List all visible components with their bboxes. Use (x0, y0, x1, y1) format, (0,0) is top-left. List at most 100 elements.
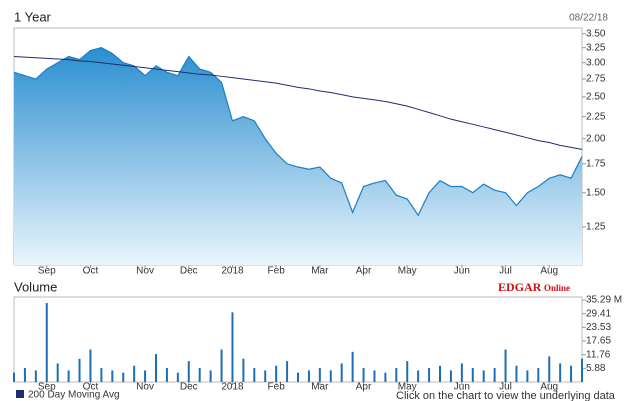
x-tick-label: Jul (499, 382, 512, 393)
y-tick-label: 3.25 (586, 42, 606, 53)
y-tick-label: 5.88 (586, 363, 606, 374)
chart-title: 1 Year (14, 9, 52, 24)
y-tick-label: 2.00 (586, 133, 606, 144)
y-tick-label: 23.53 (586, 322, 611, 333)
x-tick-label: Dec (180, 382, 198, 393)
volume-bar (449, 370, 452, 382)
volume-bar (67, 370, 70, 382)
volume-title: Volume (14, 279, 57, 294)
volume-bar (395, 368, 398, 382)
volume-bar (111, 370, 114, 382)
x-tick-label: Apr (356, 266, 372, 277)
x-tick-label: May (398, 382, 417, 393)
moving-average-line (13, 56, 583, 150)
volume-bar (471, 368, 474, 382)
volume-bar (45, 303, 48, 382)
volume-bar (286, 361, 289, 382)
volume-bar (362, 368, 365, 382)
volume-bar (176, 372, 179, 382)
x-tick-label: Sep (38, 266, 56, 277)
y-tick-label: 11.76 (586, 349, 611, 360)
volume-bar (78, 358, 81, 382)
volume-bar (144, 370, 147, 382)
volume-bar (373, 370, 376, 382)
volume-bar (264, 370, 267, 382)
legend-label: 200 Day Moving Avg (28, 390, 120, 401)
volume-bar (318, 368, 321, 382)
legend-swatch (16, 390, 24, 398)
volume-bar (428, 368, 431, 382)
volume-bar (581, 358, 583, 382)
x-tick-label: Jul (499, 266, 512, 277)
x-tick-label: Apr (356, 382, 372, 393)
footer-note[interactable]: Click on the chart to view the underlyin… (396, 390, 616, 401)
y-tick-label: 2.25 (586, 111, 606, 122)
volume-bar (253, 368, 256, 382)
volume-bar (122, 372, 125, 382)
x-tick-label: Sep (38, 382, 56, 393)
x-tick-label: May (398, 266, 417, 277)
price-line (13, 47, 583, 217)
volume-bar (198, 368, 201, 382)
y-tick-label: 1.50 (586, 187, 606, 198)
volume-bar (34, 370, 37, 382)
x-tick-label: Dec (180, 266, 198, 277)
volume-bar (23, 368, 26, 382)
volume-bar (493, 368, 496, 382)
volume-bar (548, 356, 551, 382)
x-tick-label: Jun (454, 266, 470, 277)
x-tick-label: Oct (83, 382, 99, 393)
volume-bar (460, 363, 463, 382)
y-tick-label: 1.75 (586, 158, 606, 169)
x-tick-label: Mar (311, 266, 329, 277)
date-label: 08/22/18 (569, 13, 608, 24)
volume-bar (417, 370, 420, 382)
x-tick-label: Jun (454, 382, 470, 393)
volume-bar (100, 368, 103, 382)
x-tick-label: 2018 (221, 266, 244, 277)
volume-bar (526, 370, 529, 382)
volume-bar (56, 363, 59, 382)
volume-bar (537, 368, 540, 382)
y-tick-label: 2.50 (586, 92, 606, 103)
logo-suffix: Online (544, 283, 570, 293)
volume-bar (329, 370, 332, 382)
volume-bar (133, 365, 136, 382)
volume-bar (13, 372, 15, 382)
volume-bar (559, 363, 562, 382)
volume-bar (439, 365, 441, 382)
volume-bar (340, 363, 343, 382)
x-tick-label: Aug (540, 382, 558, 393)
y-tick-label: 1.25 (586, 222, 606, 233)
volume-bar (504, 349, 507, 382)
volume-bar (570, 365, 573, 382)
logo: EDGAR (498, 280, 542, 294)
volume-bar (155, 354, 157, 382)
x-tick-label: 2018 (221, 382, 244, 393)
volume-bar (406, 361, 409, 382)
panel-frame (13, 296, 583, 383)
y-tick-label: 3.00 (586, 57, 606, 68)
y-tick-label: 3.50 (586, 28, 606, 39)
y-tick-label: 35.29 M (586, 295, 622, 306)
volume-bar (297, 372, 299, 382)
y-tick-label: 29.41 (586, 308, 611, 319)
x-tick-label: Feb (268, 266, 286, 277)
volume-bar (351, 351, 354, 382)
x-tick-label: Oct (83, 266, 99, 277)
x-tick-label: Feb (268, 382, 286, 393)
volume-bar (307, 370, 310, 382)
y-tick-label: 2.75 (586, 74, 606, 85)
x-tick-label: Nov (136, 266, 154, 277)
volume-bar (242, 358, 245, 382)
x-tick-label: Aug (540, 266, 558, 277)
volume-bar (482, 370, 485, 382)
y-tick-label: 17.65 (586, 336, 611, 347)
x-tick-label: Nov (136, 382, 154, 393)
volume-bar (89, 349, 92, 382)
volume-bar (384, 372, 387, 382)
x-tick-label: Mar (311, 382, 329, 393)
volume-bar (515, 365, 518, 382)
volume-bar (187, 361, 190, 382)
